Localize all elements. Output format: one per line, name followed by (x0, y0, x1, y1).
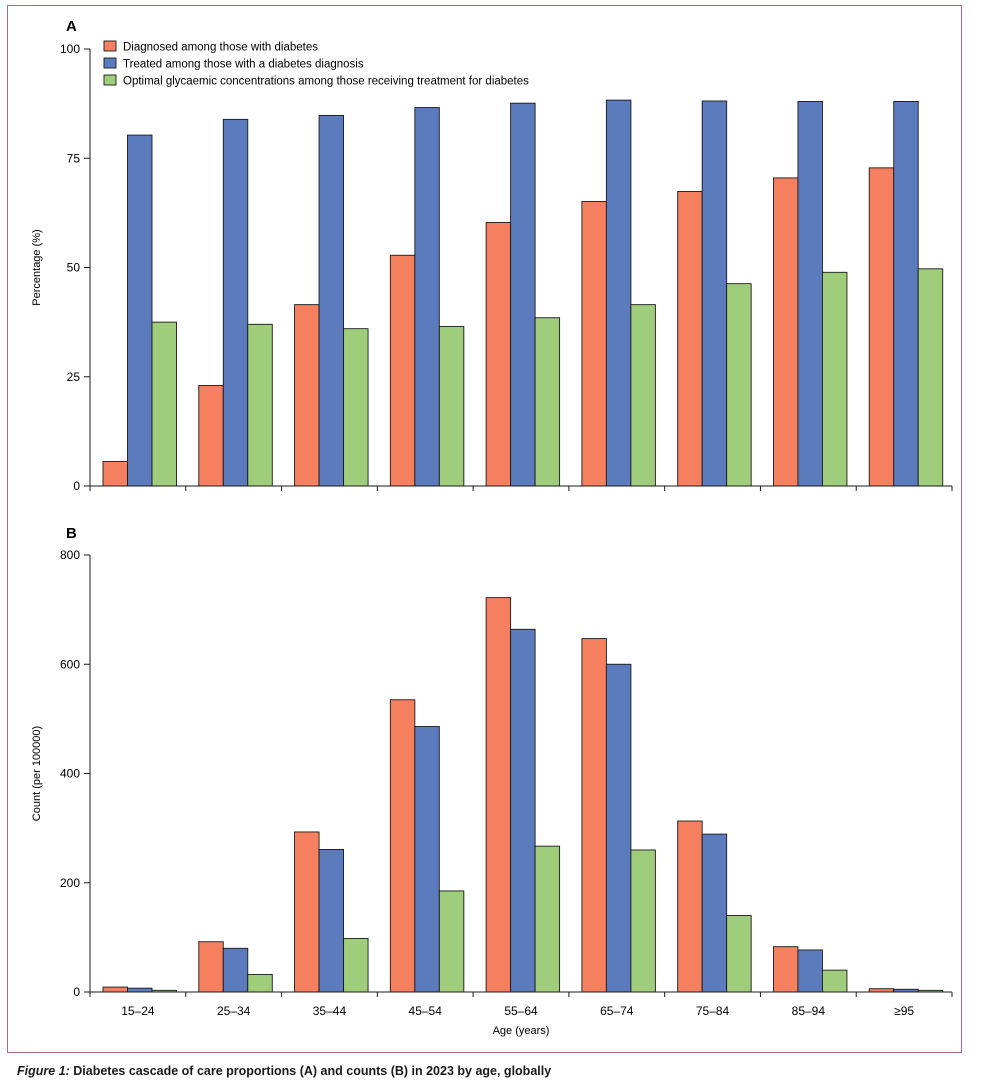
panel-b-bar (247, 974, 273, 993)
panel-b-y-tick-label: 0 (73, 985, 80, 999)
panel-b-x-tick-label: 55–64 (504, 1004, 538, 1018)
panel-a-y-tick-label: 75 (67, 151, 81, 165)
panel-b-bar (726, 915, 752, 993)
panel-a-bar (222, 118, 249, 487)
panel-a-bar (726, 283, 752, 487)
panel-a-bar (438, 326, 465, 487)
panel-b-x-tick-label: 85–94 (792, 1004, 826, 1018)
panel-b-bar (438, 890, 465, 993)
panel-b-bar (389, 699, 416, 993)
panel-a-bar (534, 317, 561, 487)
legend-swatch (103, 57, 117, 69)
panel-b-bar (294, 831, 320, 993)
panel-a-bar (127, 134, 153, 487)
caption-lead: Figure 1: (17, 1064, 70, 1078)
panel-a-bar (893, 100, 919, 487)
panel-b-chart: B 0 200 400 600 800 15–24 25–34 35–44 45–54 55–64 6… (31, 525, 953, 1037)
panel-a-letter: A (66, 18, 77, 35)
panel-a-y-tick-label: 25 (67, 370, 81, 384)
panel-b-y-axis-title: Count (per 100000) (31, 726, 43, 821)
panel-b-bar (222, 947, 249, 993)
panel-b-letter: B (66, 525, 77, 542)
panel-b-x-tick-label: 75–84 (696, 1004, 730, 1018)
legend-label: Optimal glycaemic concentrations among t… (123, 76, 529, 88)
panel-b-x-tick-label: 15–24 (121, 1004, 155, 1018)
panel-a-bar (414, 107, 440, 487)
figure-frame (7, 5, 962, 1053)
panel-b-bar (797, 949, 823, 993)
legend-label: Treated among those with a diabetes diag… (123, 59, 364, 71)
panel-b-y-tick-label: 800 (60, 548, 80, 562)
panel-b-x-tick-label: 65–74 (600, 1004, 634, 1018)
panel-b-bar (343, 938, 369, 993)
panel-b-bar (198, 941, 224, 993)
panel-a-y-axis-title: Percentage (%) (31, 229, 43, 305)
panel-b-bar (821, 969, 848, 993)
panel-b-bar (772, 946, 799, 993)
figure-caption: Figure 1: Diabetes cascade of care propo… (17, 1064, 551, 1078)
panel-b-bar (534, 845, 561, 993)
panel-a-bar (581, 201, 607, 487)
panel-a-bar (821, 271, 848, 487)
figure-charts: A 0 25 50 75 100 Percentage (%) Diagnosed among… (31, 18, 953, 1037)
legend-label: Diagnosed among those with diabetes (123, 42, 318, 54)
panel-b-bar (485, 597, 512, 993)
panel-a-y-tick-label: 100 (60, 42, 80, 56)
panel-a-bar (247, 323, 273, 487)
panel-b-bar (605, 663, 632, 993)
panel-b-bar (510, 628, 536, 993)
panel-a-bar (630, 304, 656, 487)
caption-text: Diabetes cascade of care proportions (A)… (69, 1064, 552, 1078)
panel-a-bar (701, 100, 728, 487)
panel-b-bar (630, 849, 656, 993)
panel-a-bar (198, 385, 224, 487)
panel-a-bar (151, 321, 177, 487)
panel-a-bar (917, 268, 944, 487)
panel-b-bar (677, 820, 703, 993)
panel-b-x-tick-label: ≥95 (894, 1004, 914, 1018)
panel-b-x-tick-label: 35–44 (313, 1004, 347, 1018)
panel-b-y-tick-label: 600 (60, 657, 80, 671)
panel-a-y-tick-label: 50 (67, 261, 81, 275)
panel-a-bar (389, 254, 416, 487)
panel-a-bar (318, 114, 345, 487)
panel-b-bar (701, 833, 728, 993)
panel-b-bar (102, 986, 128, 993)
panel-b-x-tick-label: 25–34 (217, 1004, 251, 1018)
panel-b-bar (127, 987, 153, 993)
panel-a-bar (510, 102, 536, 487)
panel-a-bar (677, 191, 703, 487)
panel-a-bar (868, 167, 895, 487)
panel-b-x-tick-label: 45–54 (409, 1004, 443, 1018)
panel-a-bar (605, 99, 632, 487)
panel-a-chart: A 0 25 50 75 100 Percentage (%) Diagnosed among… (31, 18, 953, 493)
panel-a-bar (343, 328, 369, 487)
panel-a-bar (102, 461, 128, 487)
legend-swatch (103, 40, 117, 52)
panel-b-y-tick-label: 200 (60, 876, 80, 890)
panel-a-bar (294, 304, 320, 487)
panel-b-x-axis-title: Age (years) (493, 1025, 550, 1037)
panel-a-bar (797, 100, 823, 487)
panel-b-bar (318, 848, 345, 993)
panel-b-bar (581, 638, 607, 993)
panel-a-y-tick-label: 0 (73, 479, 80, 493)
legend-swatch (103, 74, 117, 86)
panel-b-bar (414, 726, 440, 993)
panel-a-bar (772, 177, 799, 487)
panel-a-bar (485, 222, 512, 487)
panel-b-y-tick-label: 400 (60, 767, 80, 781)
